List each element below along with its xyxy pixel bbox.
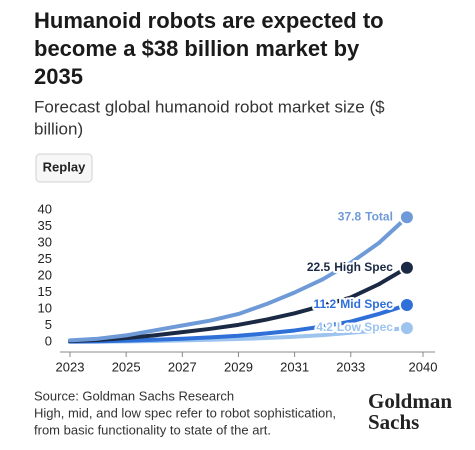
source: Source: Goldman Sachs Research	[34, 388, 234, 403]
series-line	[68, 303, 409, 344]
y-tick-label: 35	[38, 218, 52, 233]
series-name: High Spec	[334, 260, 393, 274]
x-tick-label: 2040	[409, 359, 438, 374]
y-tick-label: 15	[38, 284, 52, 299]
y-tick-label: 40	[38, 201, 52, 216]
chart-subtitle: billion)	[34, 119, 83, 138]
y-tick-label: 0	[45, 333, 52, 348]
series-line	[68, 215, 409, 343]
end-marker	[398, 209, 415, 226]
chart-title: Humanoid robots are expected to	[34, 8, 384, 33]
value-label: 11.2	[314, 297, 337, 311]
x-tick-label: 2023	[56, 359, 85, 374]
y-tick-label: 20	[38, 267, 52, 282]
y-tick-label: 5	[45, 317, 52, 332]
series-name: Total	[365, 209, 393, 223]
x-tick-label: 2025	[112, 359, 141, 374]
end-label: 11.2 Mid Spec	[314, 297, 394, 311]
value-label: 22.5	[307, 260, 331, 274]
button-label[interactable]: Replay	[43, 159, 86, 174]
replay-button[interactable]: Replay	[35, 153, 93, 183]
x-tick-label: 2033	[336, 359, 365, 374]
x-tick-label: 2031	[280, 359, 309, 374]
y-tick-label: 10	[38, 300, 52, 315]
button-frame[interactable]	[35, 153, 93, 183]
value-label: 37.8	[338, 209, 362, 223]
x-tick-label: 2029	[224, 359, 253, 374]
end-label: 4.2 Low Spec	[316, 320, 393, 334]
value-label: 4.2	[316, 320, 333, 334]
end-marker	[398, 320, 415, 337]
end-marker	[398, 297, 415, 314]
series-name: Mid Spec	[340, 297, 393, 311]
logo: Goldman	[368, 389, 452, 413]
note: from basic functionality to state of the…	[34, 422, 271, 437]
y-tick-label: 25	[38, 251, 52, 266]
end-label: 37.8 Total	[338, 209, 393, 223]
chart-title: 2035	[34, 64, 83, 89]
chart-title: become a $38 billion market by	[34, 36, 360, 61]
series-line	[68, 265, 409, 344]
series-name: Low Spec	[337, 320, 393, 334]
chart-subtitle: Forecast global humanoid robot market si…	[34, 97, 385, 116]
logo: Sachs	[368, 410, 419, 434]
y-tick-label: 30	[38, 234, 52, 249]
end-label: 22.5 High Spec	[307, 260, 393, 274]
end-marker	[398, 259, 415, 276]
note: High, mid, and low spec refer to robot s…	[34, 405, 336, 420]
x-tick-label: 2027	[168, 359, 197, 374]
